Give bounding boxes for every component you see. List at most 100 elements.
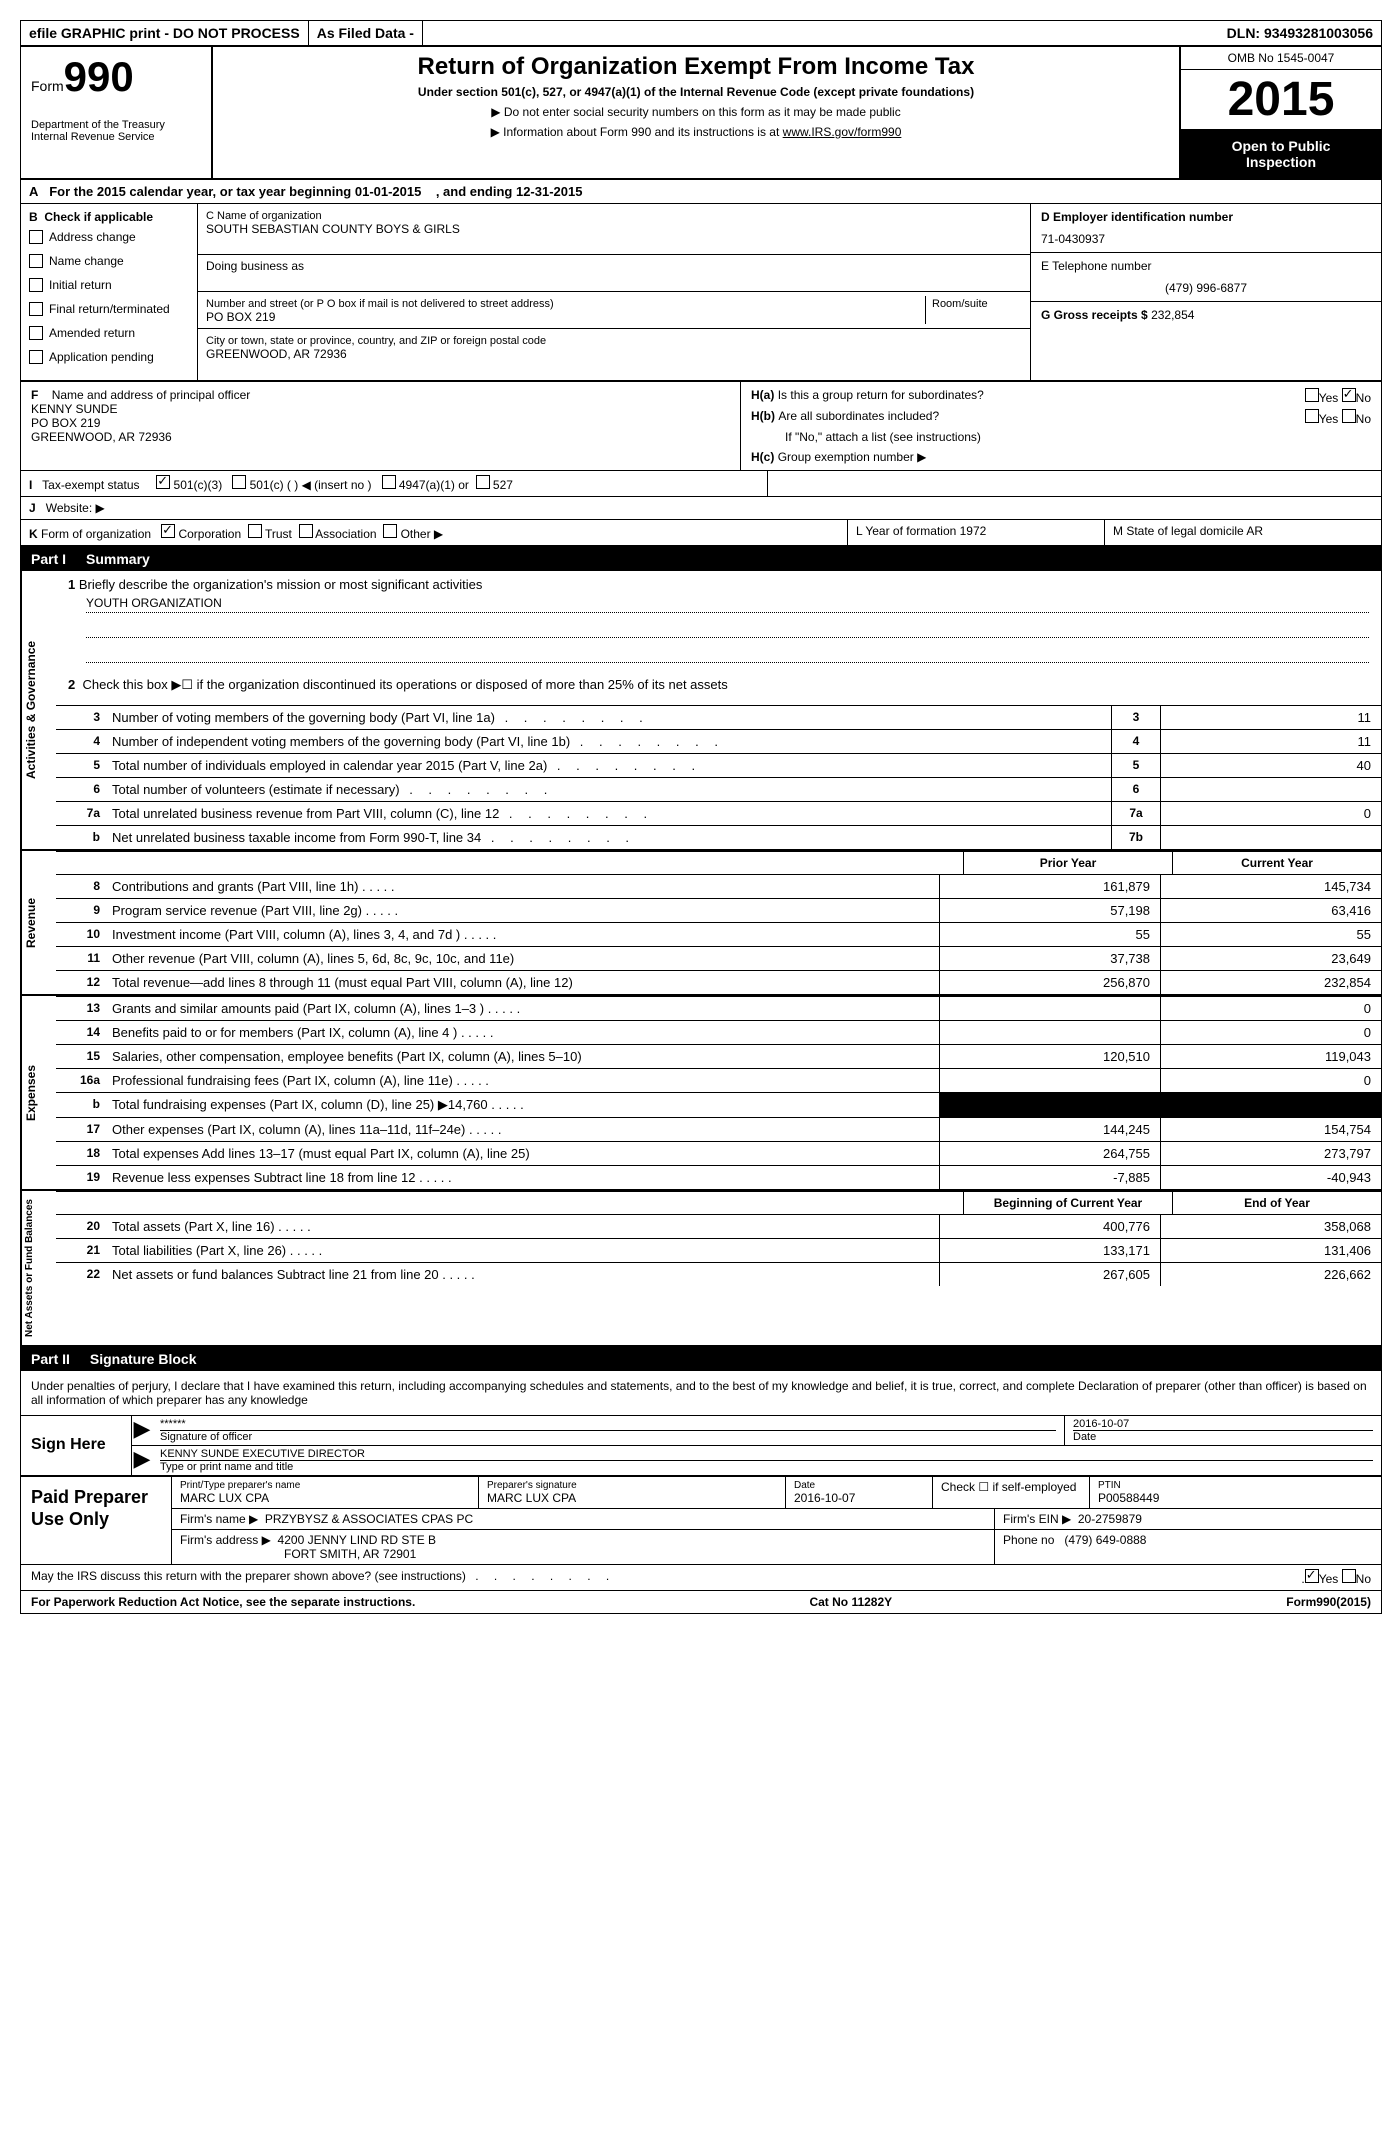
checkbox-icon[interactable] [1305,1569,1319,1583]
summary-line-6: 6 Total number of volunteers (estimate i… [56,777,1381,801]
summary-line-9: 9 Program service revenue (Part VIII, li… [56,898,1381,922]
form-number: 990 [64,53,134,100]
checkbox-icon[interactable] [476,475,490,489]
checkbox-icon[interactable] [1342,388,1356,402]
dept-treasury: Department of the Treasury [31,119,201,131]
irs-link[interactable]: www.IRS.gov/form990 [783,125,902,139]
paid-preparer-block: Paid Preparer Use Only Print/Type prepar… [21,1477,1381,1565]
right-info-column: D Employer identification number 71-0430… [1031,204,1381,380]
summary-line-22: 22 Net assets or fund balances Subtract … [56,1262,1381,1286]
row-j-website: J Website: ▶ [21,497,1381,520]
phone-cell: E Telephone number (479) 996-6877 [1031,253,1381,302]
form-word: Form [31,78,64,94]
section-f-h: F Name and address of principal officer … [21,382,1381,471]
checkbox-icon[interactable] [299,524,313,538]
header-right: OMB No 1545-0047 2015 Open to Public Ins… [1179,47,1381,178]
ein-cell: D Employer identification number 71-0430… [1031,204,1381,253]
checkbox-icon[interactable] [1342,409,1356,423]
expenses-block: Expenses 13 Grants and similar amounts p… [21,996,1381,1191]
header-left: Form990 Department of the Treasury Inter… [21,47,213,178]
sub-title: Under section 501(c), 527, or 4947(a)(1)… [223,85,1169,99]
checkbox-icon[interactable] [161,524,175,538]
checkbox-icon[interactable] [29,230,43,244]
part-ii-header: Part II Signature Block [21,1347,1381,1371]
org-info-column: C Name of organization SOUTH SEBASTIAN C… [198,204,1031,380]
row-a-tax-year: A For the 2015 calendar year, or tax yea… [21,180,1381,204]
checkbox-icon[interactable] [248,524,262,538]
checkbox-icon[interactable] [232,475,246,489]
summary-line-18: 18 Total expenses Add lines 13–17 (must … [56,1141,1381,1165]
summary-line-20: 20 Total assets (Part X, line 16) . . . … [56,1214,1381,1238]
arrow-icon: ▶ [132,1446,152,1475]
summary-line-19: 19 Revenue less expenses Subtract line 1… [56,1165,1381,1189]
tax-year: 2015 [1181,70,1381,130]
vert-label-revenue: Revenue [21,851,56,994]
summary-line-13: 13 Grants and similar amounts paid (Part… [56,996,1381,1020]
summary-line-4: 4 Number of independent voting members o… [56,729,1381,753]
part-i-header: Part I Summary [21,547,1381,571]
net-assets-block: Net Assets or Fund Balances Beginning of… [21,1191,1381,1347]
dln: DLN: 93493281003056 [1219,21,1381,45]
summary-line-b: b Net unrelated business taxable income … [56,825,1381,849]
efile-notice: efile GRAPHIC print - DO NOT PROCESS [21,21,309,45]
city-cell: City or town, state or province, country… [198,329,1030,365]
open-inspection: Open to Public Inspection [1181,130,1381,178]
checkbox-icon[interactable] [382,475,396,489]
checkbox-icon[interactable] [1305,409,1319,423]
state-domicile: M State of legal domicile AR [1104,520,1381,545]
checkbox-icon[interactable] [29,278,43,292]
summary-line-21: 21 Total liabilities (Part X, line 26) .… [56,1238,1381,1262]
omb-number: OMB No 1545-0047 [1181,47,1381,70]
gross-receipts-cell: G Gross receipts $ 232,854 [1031,302,1381,328]
preparer-name-row: Print/Type preparer's name MARC LUX CPA … [172,1477,1381,1509]
checkbox-icon[interactable] [1342,1569,1356,1583]
top-bar: efile GRAPHIC print - DO NOT PROCESS As … [21,21,1381,47]
checkbox-icon[interactable] [29,350,43,364]
check-final-return[interactable]: Final return/terminated [29,302,189,316]
main-title: Return of Organization Exempt From Incom… [223,53,1169,81]
row-i-tax-status: I Tax-exempt status 501(c)(3) 501(c) ( )… [21,471,1381,497]
check-application-pending[interactable]: Application pending [29,350,189,364]
form-header: Form990 Department of the Treasury Inter… [21,47,1381,180]
firm-address-row: Firm's address ▶ 4200 JENNY LIND RD STE … [172,1530,1381,1564]
checkbox-icon[interactable] [29,302,43,316]
note-instructions: ▶ Information about Form 990 and its ins… [223,125,1169,139]
group-return-section: H(a) Is this a group return for subordin… [741,382,1381,470]
summary-line-b: b Total fundraising expenses (Part IX, c… [56,1092,1381,1117]
dept-irs: Internal Revenue Service [31,131,201,143]
header-center: Return of Organization Exempt From Incom… [213,47,1179,178]
check-initial-return[interactable]: Initial return [29,278,189,292]
vert-label-governance: Activities & Governance [21,571,56,849]
summary-line-14: 14 Benefits paid to or for members (Part… [56,1020,1381,1044]
summary-line-17: 17 Other expenses (Part IX, column (A), … [56,1117,1381,1141]
check-name-change[interactable]: Name change [29,254,189,268]
check-amended[interactable]: Amended return [29,326,189,340]
sign-here-block: Sign Here ▶ ****** Signature of officer … [21,1416,1381,1477]
vert-label-net-assets: Net Assets or Fund Balances [21,1191,56,1345]
summary-line-5: 5 Total number of individuals employed i… [56,753,1381,777]
summary-line-15: 15 Salaries, other compensation, employe… [56,1044,1381,1068]
street-cell: Number and street (or P O box if mail is… [198,292,1030,329]
checkbox-icon[interactable] [29,326,43,340]
checkbox-icon[interactable] [1305,388,1319,402]
checkbox-icon[interactable] [383,524,397,538]
checkbox-icon[interactable] [156,475,170,489]
summary-line-7a: 7a Total unrelated business revenue from… [56,801,1381,825]
dba-cell: Doing business as [198,255,1030,292]
summary-line-8: 8 Contributions and grants (Part VIII, l… [56,874,1381,898]
checkbox-icon[interactable] [29,254,43,268]
summary-line-3: 3 Number of voting members of the govern… [56,705,1381,729]
check-column: B Check if applicable Address change Nam… [21,204,198,380]
firm-name-row: Firm's name ▶ PRZYBYSZ & ASSOCIATES CPAS… [172,1509,1381,1530]
governance-block: Activities & Governance 1 Briefly descri… [21,571,1381,851]
section-b-identification: B Check if applicable Address change Nam… [21,204,1381,382]
summary-line-12: 12 Total revenue—add lines 8 through 11 … [56,970,1381,994]
arrow-icon: ▶ [132,1416,152,1445]
boy-eoy-header: Beginning of Current Year End of Year [56,1191,1381,1214]
name-title-row: ▶ KENNY SUNDE EXECUTIVE DIRECTOR Type or… [132,1446,1381,1475]
hb-yesno: Yes No [1305,409,1371,426]
mission-text: YOUTH ORGANIZATION [86,596,1369,613]
check-address-change[interactable]: Address change [29,230,189,244]
signature-row: ▶ ****** Signature of officer 2016-10-07… [132,1416,1381,1446]
paid-preparer-label: Paid Preparer Use Only [21,1477,172,1564]
